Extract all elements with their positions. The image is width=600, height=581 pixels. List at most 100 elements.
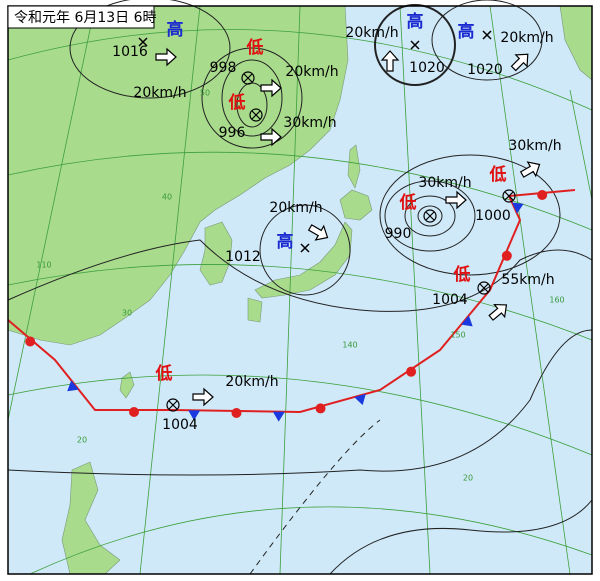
grid-line (29, 506, 593, 575)
grid-label: 50 (200, 89, 210, 98)
speed-label: 55km/h (501, 272, 554, 288)
cold-symbol (188, 410, 201, 421)
isobar (201, 47, 303, 149)
grid-label: 40 (162, 193, 172, 202)
cold-symbol (354, 393, 366, 406)
center-mark (477, 281, 491, 295)
isobar (329, 499, 593, 575)
motion-arrow (307, 224, 329, 241)
cold-symbol (67, 380, 79, 392)
warm-symbol (315, 403, 326, 414)
center-cross (504, 191, 514, 201)
grid-line (139, 5, 201, 575)
grid-label: 140 (342, 341, 357, 350)
grid-label: 110 (36, 261, 51, 270)
speed-label: 20km/h (500, 30, 553, 46)
center-mark (502, 189, 516, 203)
frame (7, 5, 593, 575)
system-symbol: 高 (458, 21, 475, 42)
grid-label: 30 (122, 309, 132, 318)
grid-label: 20 (77, 436, 87, 445)
philippines (61, 461, 121, 575)
sakhalin (347, 144, 361, 189)
speed-label: 20km/h (269, 200, 322, 216)
motion-arrow (260, 78, 282, 98)
speed-label: 30km/h (418, 175, 471, 191)
warm-symbol (406, 366, 417, 377)
korea (199, 221, 233, 286)
speed-label: 20km/h (133, 85, 186, 101)
speed-label: 20km/h (285, 64, 338, 80)
hokkaido (339, 189, 373, 221)
center-cross (479, 283, 489, 293)
grid-line (569, 89, 593, 201)
center-cross (425, 211, 435, 221)
warm-symbol (501, 250, 512, 261)
pressure-label: 1020 (409, 60, 445, 76)
center-mark (241, 71, 255, 85)
grid-label: 20 (463, 474, 473, 483)
pressure-label: 990 (385, 226, 412, 242)
grid-line (7, 374, 593, 456)
system-symbol: 低 (489, 164, 507, 185)
grid-line (7, 264, 593, 341)
pressure-label: 1020 (467, 62, 503, 78)
center-cross (482, 30, 492, 40)
isobar (404, 195, 456, 237)
center-cross (410, 40, 420, 50)
motion-arrow (192, 387, 214, 407)
warm-symbol (25, 336, 36, 347)
center-mark (423, 209, 437, 223)
cold-symbol (461, 315, 473, 327)
system-symbol: 低 (155, 363, 173, 384)
motion-arrow (519, 161, 541, 178)
pressure-label: 1004 (162, 417, 198, 433)
isobar (221, 59, 283, 137)
isobar (374, 4, 456, 86)
motion-arrow (380, 50, 400, 72)
isobar (7, 329, 593, 476)
isobars (7, 0, 593, 575)
center-cross (168, 400, 178, 410)
warm-symbol (537, 189, 548, 200)
isobar (384, 180, 476, 252)
grid-line (399, 5, 431, 575)
pressure-label: 998 (210, 60, 237, 76)
pressure-label: 1004 (432, 292, 468, 308)
motion-arrow (260, 127, 282, 147)
isobar (417, 205, 443, 227)
system-symbol: 低 (453, 264, 471, 285)
system-symbol: 低 (246, 37, 264, 58)
grid-line (7, 5, 96, 421)
system-symbol: 低 (228, 92, 246, 113)
center-cross (300, 243, 310, 253)
speed-label: 20km/h (225, 374, 278, 390)
isobar (259, 204, 351, 296)
center-mark (166, 398, 180, 412)
grid-line (279, 5, 301, 575)
front-line (7, 189, 576, 414)
grid-label: 160 (549, 296, 564, 305)
front (7, 189, 576, 422)
system-symbol: 高 (167, 19, 184, 40)
pressure-label: 996 (219, 125, 246, 141)
cold-symbol (272, 411, 285, 422)
motion-arrow (155, 47, 177, 67)
pressure-label: 1000 (475, 208, 511, 224)
speed-label: 30km/h (283, 115, 336, 131)
motion-arrow (510, 53, 529, 72)
speed-label: 20km/h (345, 25, 398, 41)
title-box (7, 5, 155, 29)
kyushu (247, 297, 263, 323)
grid-line (7, 29, 593, 111)
system-symbol: 高 (407, 11, 424, 32)
warm-symbol (129, 407, 139, 417)
isobar (69, 0, 231, 99)
isobar (7, 239, 593, 312)
speed-label: 30km/h (508, 138, 561, 154)
center-cross (251, 110, 261, 120)
graticule (7, 5, 593, 575)
system-symbol: 高 (277, 231, 294, 252)
isobar (379, 154, 561, 276)
